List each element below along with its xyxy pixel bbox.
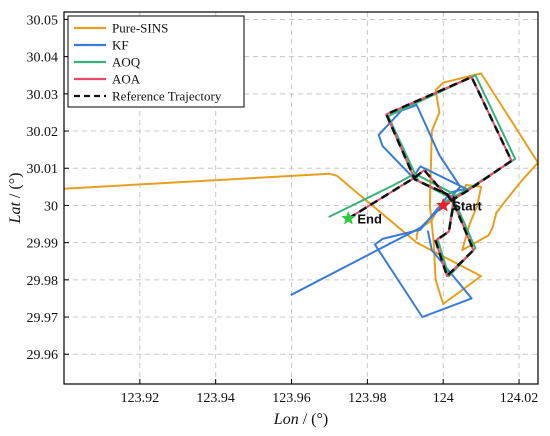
y-tick-label: 29.97: [27, 311, 59, 326]
y-tick-label: 30.02: [27, 125, 59, 140]
y-tick-label: 29.99: [27, 237, 59, 252]
x-tick-label: 123.96: [272, 391, 311, 406]
x-tick-label: 124.02: [500, 391, 539, 406]
x-tick-label: 123.92: [121, 391, 160, 406]
x-axis-name: Lon: [273, 411, 299, 428]
ticks: 123.92 123.94 123.96 123.98 124 124.02 29.96 29…: [27, 13, 539, 406]
y-tick-label: 30: [44, 199, 58, 214]
x-tick-label: 123.94: [196, 391, 235, 406]
y-tick-label: 30.05: [27, 13, 59, 28]
x-axis-unit: / (°): [299, 411, 329, 428]
y-tick-label: 29.96: [27, 348, 59, 363]
end-star-marker: [341, 210, 356, 225]
y-tick-label: 30.03: [27, 88, 59, 103]
legend-label: KF: [112, 38, 129, 53]
y-tick-label: 29.98: [27, 274, 59, 289]
legend-label: AOQ: [112, 55, 141, 70]
start-star-marker: [435, 197, 451, 212]
y-tick-label: 30.01: [27, 162, 59, 177]
legend-label: AOA: [112, 72, 141, 87]
x-axis-title: Lon / (°): [273, 411, 328, 428]
annotations: Start End: [341, 197, 482, 226]
y-axis-unit: / (°): [7, 173, 24, 203]
x-tick-label: 124: [433, 391, 454, 406]
y-axis-name: Lat: [7, 202, 24, 225]
start-label: Start: [452, 198, 482, 213]
legend: Pure-SINS KF AOQ AOA Reference Trajectory: [67, 15, 245, 108]
x-tick-label: 123.98: [348, 391, 387, 406]
series-line-kf: [290, 104, 473, 318]
legend-label: Reference Trajectory: [112, 89, 222, 104]
y-axis-title: Lat / (°): [7, 173, 24, 225]
y-tick-label: 30.04: [27, 51, 59, 66]
series-line-reference-trajectory: [347, 75, 513, 278]
legend-label: Pure-SINS: [112, 21, 168, 36]
grid: [64, 12, 538, 384]
plot-frame: [63, 11, 539, 385]
series-layer: [64, 72, 538, 318]
end-label: End: [357, 211, 382, 226]
